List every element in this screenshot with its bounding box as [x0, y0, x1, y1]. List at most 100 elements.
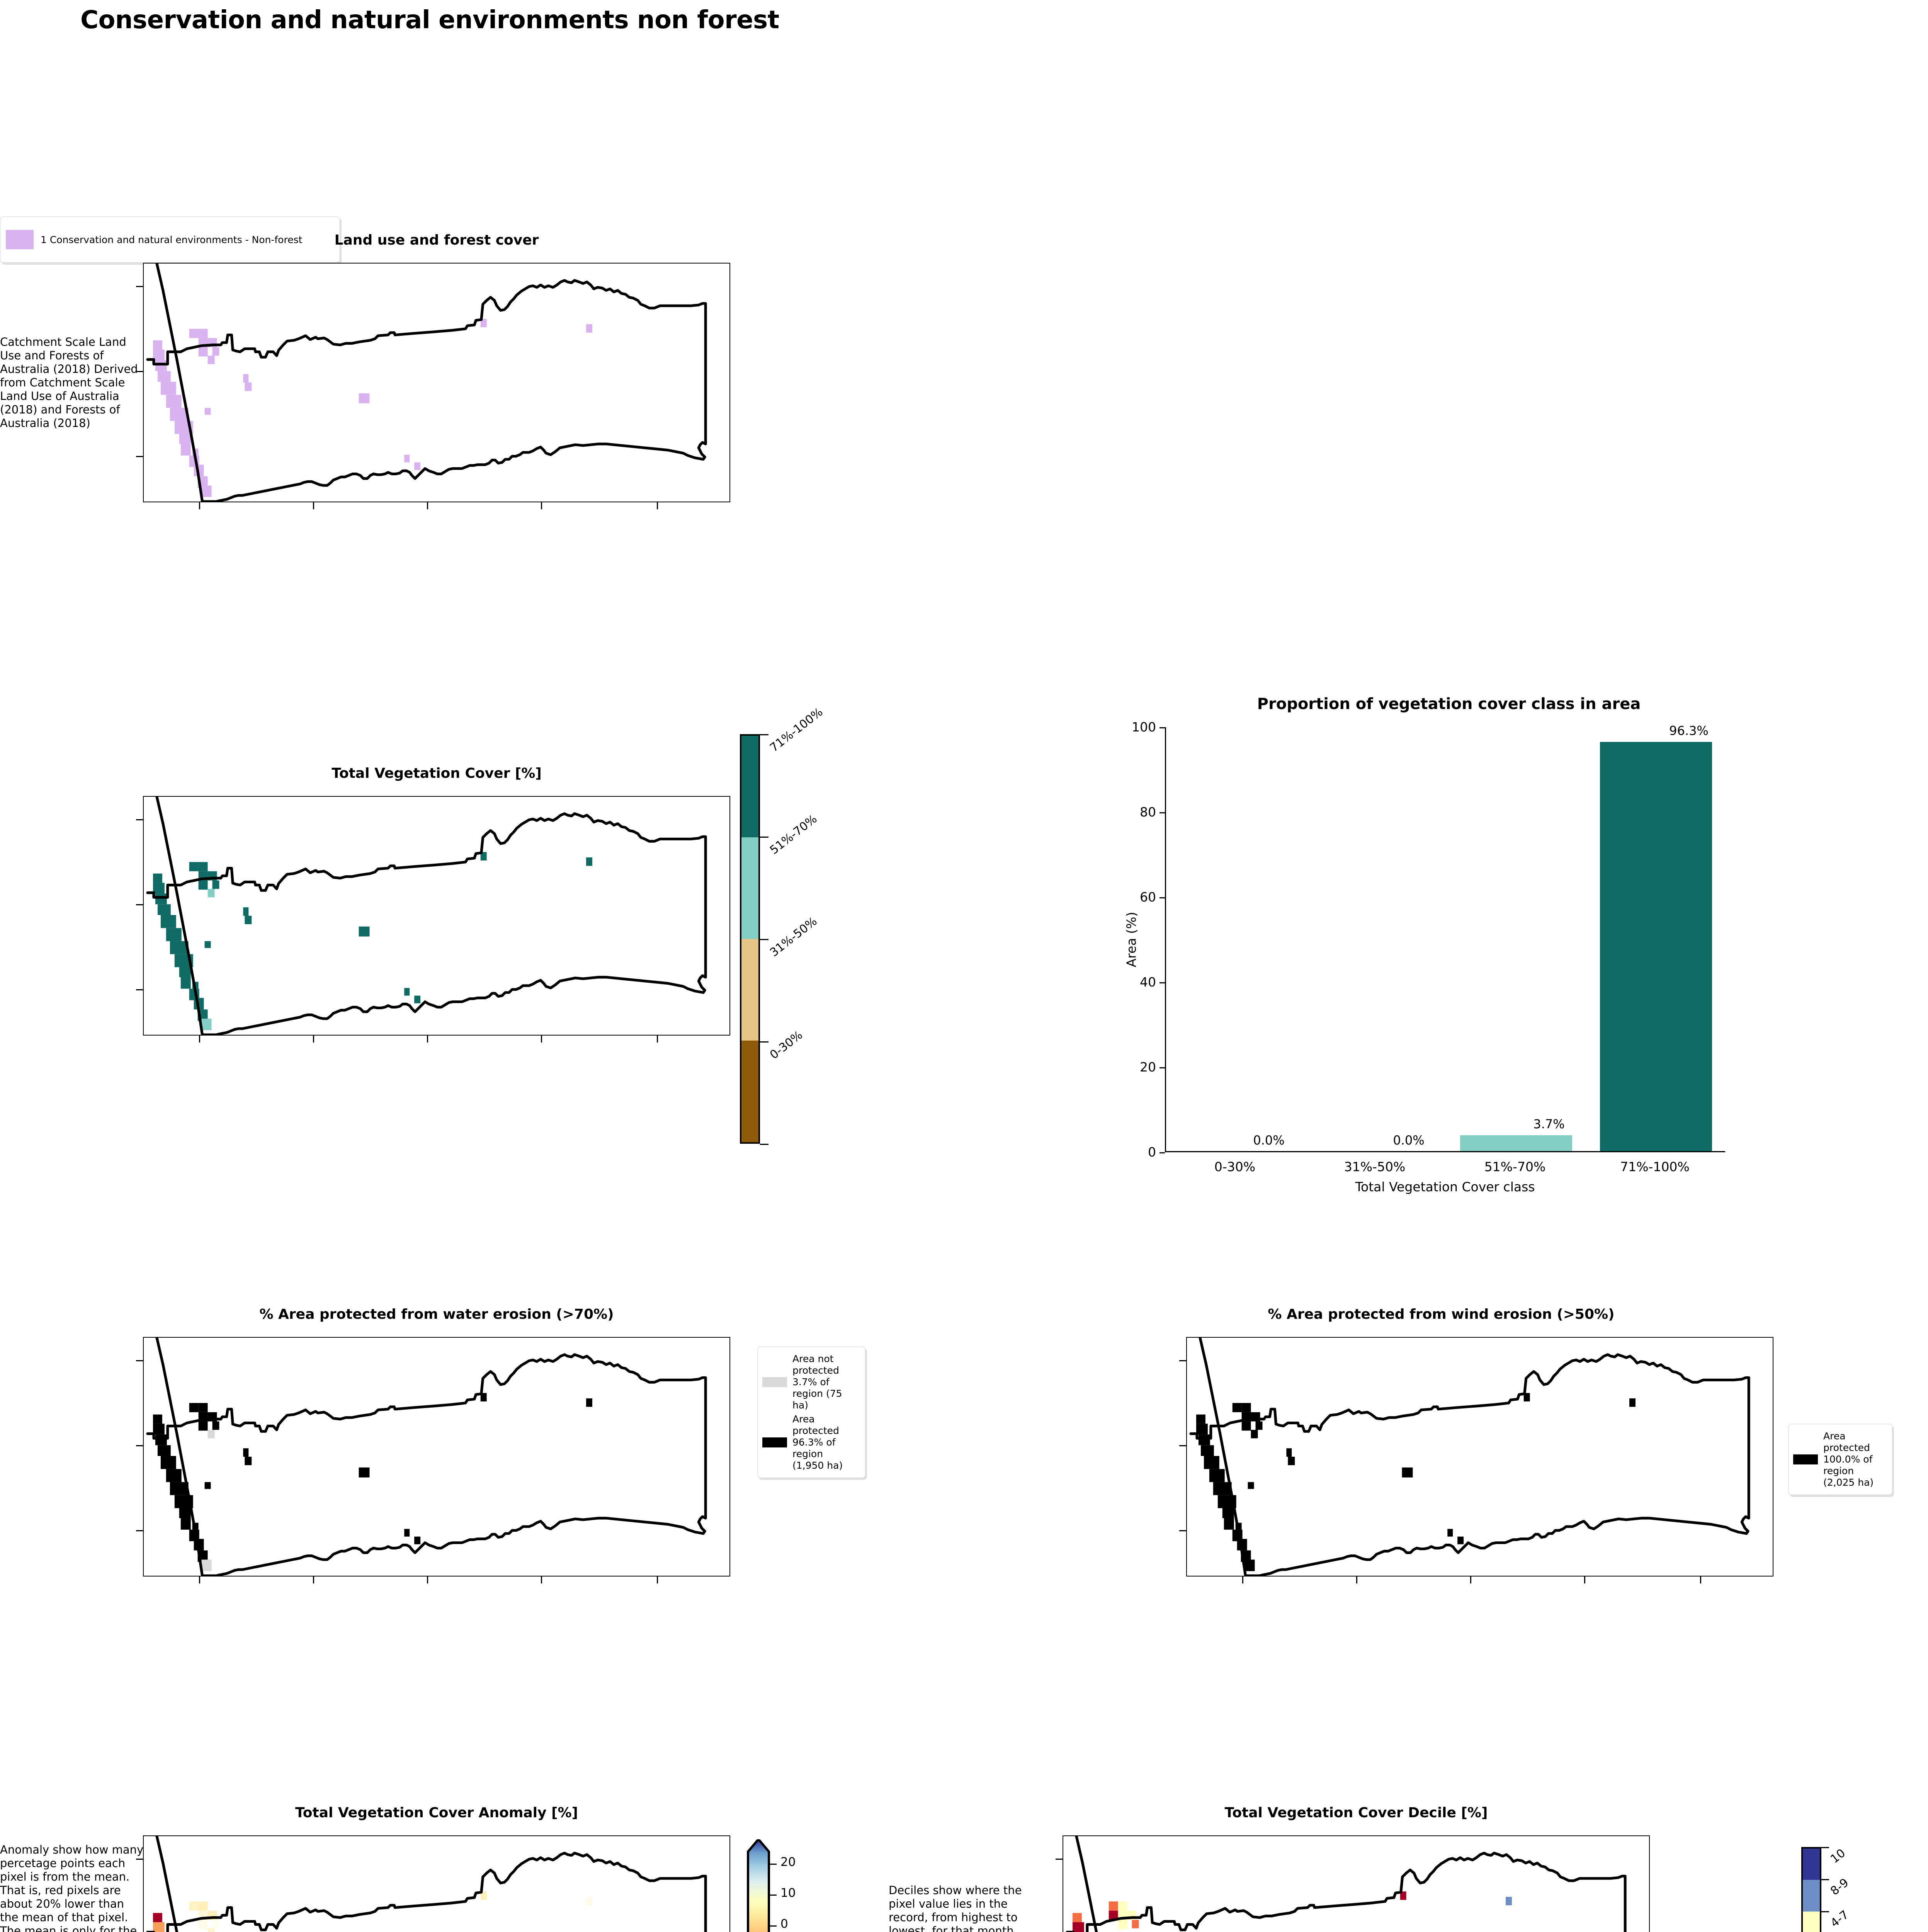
anomaly-cbar-label-10: 10: [780, 1886, 796, 1900]
cbar-segment-51-70: [741, 837, 758, 939]
decile-cbar-label-10: 10: [1828, 1846, 1848, 1866]
decile-map[interactable]: [1063, 1835, 1650, 1932]
water-map-ytick: [136, 1360, 143, 1361]
water-erosion-map[interactable]: [143, 1337, 730, 1577]
water-map-xtick: [199, 1577, 200, 1583]
wind-map-xtick: [1242, 1577, 1243, 1583]
bar-value-0-30: 0.0%: [1253, 1133, 1285, 1148]
wind-erosion-label-protected: Area protected 100.0% of region (2,025 h…: [1823, 1430, 1874, 1488]
chart-ytick-mark: [1160, 897, 1165, 898]
chart-ytick-label-20: 20: [1140, 1060, 1156, 1075]
cbar-segment-71-100: [741, 736, 758, 837]
land-use-map-xtick: [313, 502, 314, 509]
land-use-map-ytick: [136, 456, 143, 457]
veg-map-xtick: [427, 1036, 428, 1043]
water-map-ytick: [136, 1530, 143, 1531]
water-erosion-unprotected-pixels: [201, 1430, 215, 1571]
chart-xlabel: Total Vegetation Cover class: [1355, 1179, 1535, 1194]
water-map-xtick: [541, 1577, 542, 1583]
cbar-label-51-70: 51%-70%: [767, 812, 820, 857]
land-use-map-ytick: [136, 371, 143, 372]
chart-ylabel: Area (%): [1124, 912, 1139, 968]
decile-colorbar: [1801, 1847, 1821, 1932]
wind-map-xtick: [1700, 1577, 1701, 1583]
cbar-label-31-50: 31%-50%: [767, 914, 820, 960]
land-use-map[interactable]: [143, 263, 730, 502]
chart-ytick-label-100: 100: [1132, 719, 1156, 735]
chart-ytick-mark: [1160, 1067, 1165, 1068]
anomaly-cbar-label-20: 20: [780, 1855, 796, 1869]
land-use-map-xtick: [541, 502, 542, 509]
decile-cbar-tick: [1821, 1879, 1829, 1880]
chart-ytick-mark: [1160, 812, 1165, 813]
chart-ytick-label-0: 0: [1148, 1145, 1156, 1160]
chart-ytick-mark: [1160, 982, 1165, 983]
water-erosion-panel-title: % Area protected from water erosion (>70…: [259, 1306, 614, 1322]
cbar-label-0-30: 0-30%: [767, 1028, 805, 1062]
land-use-map-ytick: [136, 286, 143, 287]
decile-cbar-tick: [1821, 1911, 1829, 1912]
total-veg-cover-panel-title: Total Vegetation Cover [%]: [332, 765, 542, 781]
water-map-xtick: [313, 1577, 314, 1583]
bar-71-100[interactable]: [1600, 742, 1712, 1151]
panel-total-veg-cover: Total Vegetation Cover [%]: [0, 705, 927, 1190]
anomaly-map[interactable]: [143, 1835, 730, 1932]
veg-map-ytick: [136, 819, 143, 820]
panel-water-erosion: % Area protected from water erosion (>70…: [0, 1279, 927, 1665]
water-map-ytick: [136, 1445, 143, 1446]
cbar-tick: [760, 1041, 768, 1043]
decile-cbar-label-8-9: 8-9: [1828, 1876, 1851, 1898]
land-use-panel-title: Land use and forest cover: [334, 232, 539, 248]
chart-ytick-mark: [1160, 727, 1165, 728]
land-use-pixels: [153, 319, 592, 497]
land-use-map-xtick: [657, 502, 658, 509]
cbar-tick: [760, 734, 768, 735]
water-erosion-swatch-protected: [762, 1437, 787, 1447]
page-title: Conservation and natural environments no…: [80, 6, 779, 34]
wind-erosion-swatch-protected: [1793, 1454, 1818, 1464]
land-use-legend: 1 Conservation and natural environments …: [0, 216, 340, 263]
chart-xtick-label-31-50: 31%-50%: [1344, 1159, 1406, 1174]
wind-map-ytick: [1179, 1360, 1186, 1361]
chart-plot-area: 0.0% 0.0% 3.7% 96.3%: [1165, 723, 1725, 1152]
bar-51-70[interactable]: [1460, 1135, 1572, 1151]
anomaly-note: Anomaly show how many percetage points e…: [0, 1843, 144, 1932]
decile-map-ytick: [1056, 1859, 1063, 1860]
cbar-tick: [760, 837, 768, 838]
anomaly-panel-title: Total Vegetation Cover Anomaly [%]: [295, 1805, 578, 1821]
decile-cbar-label-4-7: 4-7: [1828, 1908, 1851, 1930]
total-veg-cover-map[interactable]: [143, 796, 730, 1036]
legend-item-protected: Area protected 96.3% of region (1,950 ha…: [762, 1413, 860, 1471]
anomaly-map-ytick: [136, 1859, 143, 1860]
total-veg-cover-pixels-mid: [201, 889, 215, 1031]
veg-map-ytick: [136, 904, 143, 905]
water-map-xtick: [427, 1577, 428, 1583]
chart-ytick-mark: [1160, 1152, 1165, 1153]
decile-panel-title: Total Vegetation Cover Decile [%]: [1224, 1805, 1488, 1821]
total-veg-cover-map-svg: [146, 797, 707, 1035]
wind-map-xtick: [1584, 1577, 1585, 1583]
cbar-segment-0-30: [741, 1041, 758, 1142]
panel-wind-erosion: % Area protected from wind erosion (>50%…: [1005, 1279, 1928, 1665]
water-erosion-legend: Area not protected 3.7% of region (75 ha…: [757, 1347, 865, 1478]
chart-xtick-label-51-70: 51%-70%: [1484, 1159, 1546, 1174]
bar-value-31-50: 0.0%: [1393, 1133, 1425, 1148]
land-use-map-xtick: [199, 502, 200, 509]
decile-map-svg: [1066, 1836, 1627, 1932]
cbar-segment-31-50: [741, 939, 758, 1041]
wind-erosion-map[interactable]: [1186, 1337, 1773, 1577]
chart-ytick-label-40: 40: [1140, 975, 1156, 990]
anomaly-map-svg: [146, 1836, 707, 1932]
bar-value-71-100: 96.3%: [1669, 723, 1709, 738]
anomaly-colorbar: [745, 1837, 772, 1932]
wind-map-xtick: [1356, 1577, 1357, 1583]
cbar-label-71-100: 71%-100%: [767, 705, 826, 755]
wind-erosion-legend: Area protected 100.0% of region (2,025 h…: [1788, 1424, 1892, 1495]
panel-anomaly: Total Vegetation Cover Anomaly [%] Anoma…: [0, 1801, 927, 1932]
chart-ytick-label-60: 60: [1140, 889, 1156, 905]
land-use-map-xtick: [427, 502, 428, 509]
wind-erosion-protected-pixels: [1196, 1393, 1636, 1571]
decile-note: Deciles show where the pixel value lies …: [889, 1884, 1022, 1932]
bar-value-51-70: 3.7%: [1533, 1117, 1565, 1131]
water-erosion-map-svg: [146, 1338, 707, 1576]
